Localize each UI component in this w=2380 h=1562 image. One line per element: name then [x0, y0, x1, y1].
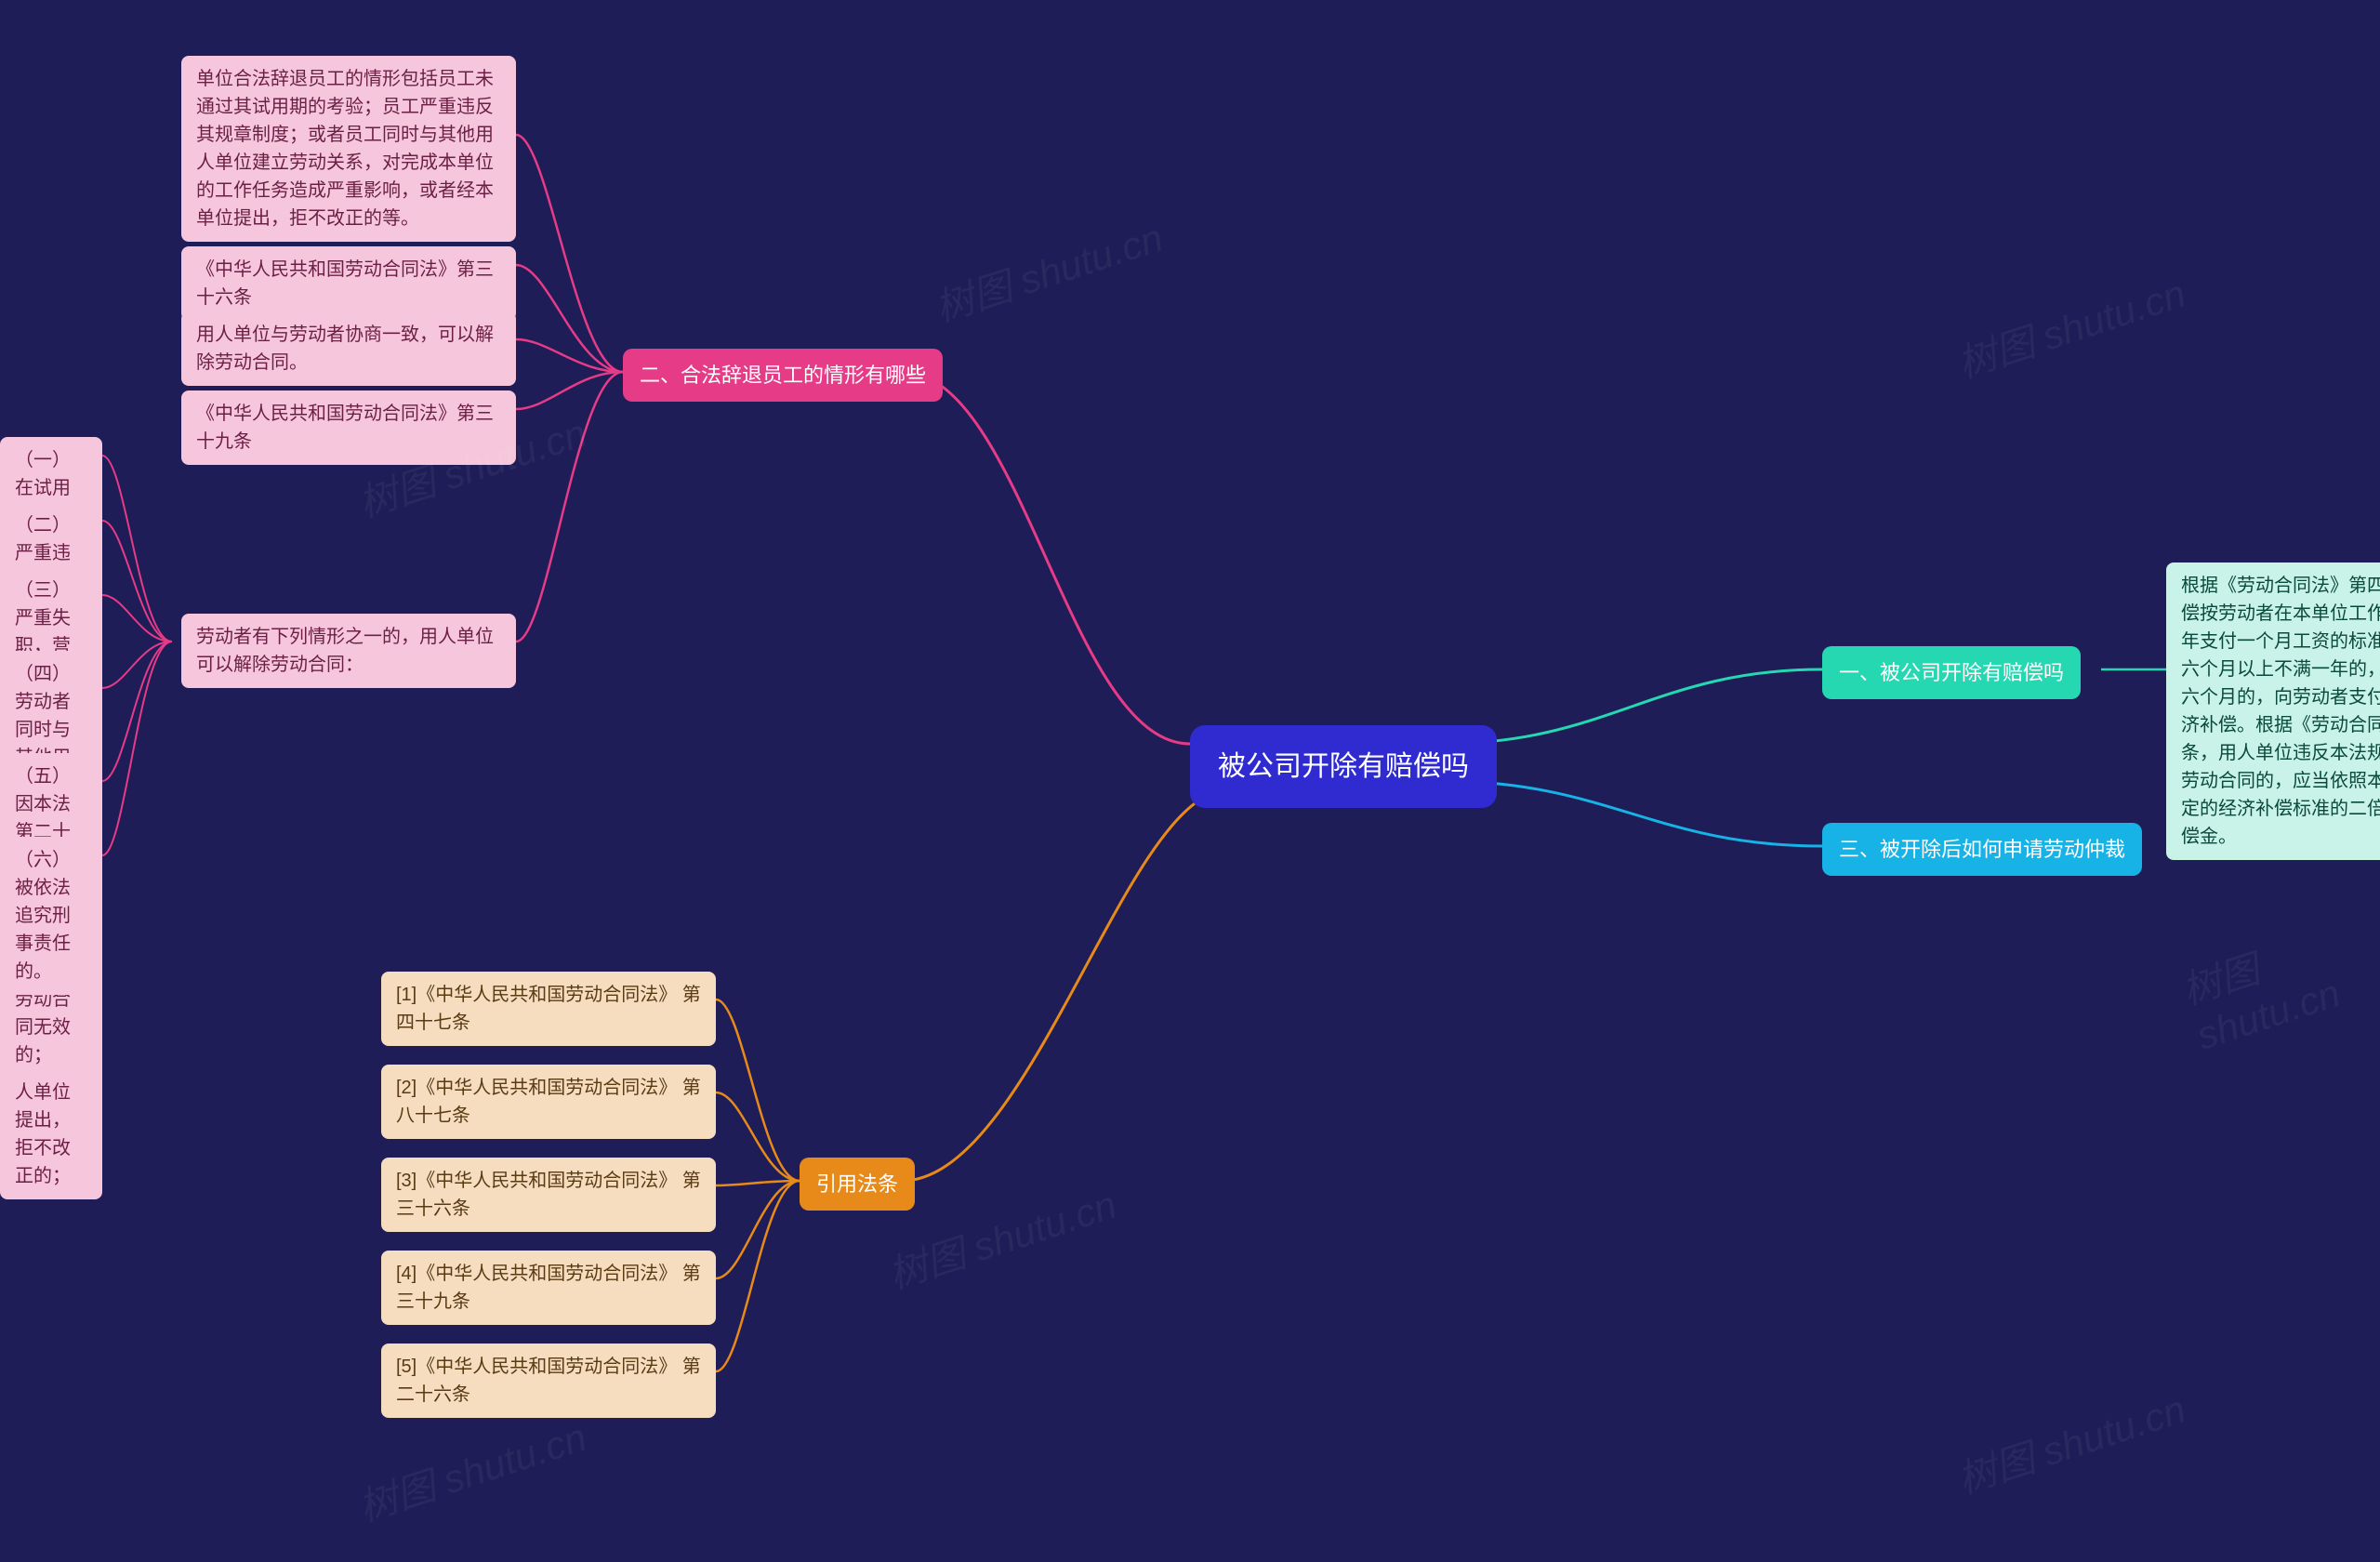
watermark: 树图 shutu.cn	[350, 1406, 593, 1533]
branch-1-leaf: 根据《劳动合同法》第四十七条，经济补偿按劳动者在本单位工作的年限，每满一年支付一…	[2166, 563, 2380, 860]
branch-3[interactable]: 三、被开除后如何申请劳动仲裁	[1822, 823, 2142, 876]
branch-4-child-1: [2]《中华人民共和国劳动合同法》 第八十七条	[381, 1065, 716, 1139]
branch-4[interactable]: 引用法条	[800, 1158, 915, 1211]
branch-4-child-3: [4]《中华人民共和国劳动合同法》 第三十九条	[381, 1251, 716, 1325]
branch-1[interactable]: 一、被公司开除有赔偿吗	[1822, 646, 2081, 699]
watermark: 树图 shutu.cn	[880, 1173, 1123, 1301]
branch-4-child-2: [3]《中华人民共和国劳动合同法》 第三十六条	[381, 1158, 716, 1232]
watermark: 树图 shutu.cn	[1950, 262, 2192, 390]
mindmap-canvas: 被公司开除有赔偿吗 一、被公司开除有赔偿吗 根据《劳动合同法》第四十七条，经济补…	[0, 0, 2380, 1562]
branch-2-child-1: 《中华人民共和国劳动合同法》第三十六条	[181, 246, 516, 321]
watermark: 树图 shutu.cn	[1950, 1378, 2192, 1505]
watermark: 树图 shutu.cn	[927, 206, 1170, 334]
branch-4-child-4: [5]《中华人民共和国劳动合同法》 第二十六条	[381, 1344, 716, 1418]
branch-2-child-2: 用人单位与劳动者协商一致，可以解除劳动合同。	[181, 311, 516, 386]
branch-2-child-4: 劳动者有下列情形之一的，用人单位可以解除劳动合同：	[181, 614, 516, 688]
branch-2-sub-5: （六）被依法追究刑事责任的。	[0, 837, 102, 995]
branch-4-child-0: [1]《中华人民共和国劳动合同法》 第四十七条	[381, 972, 716, 1046]
root-node[interactable]: 被公司开除有赔偿吗	[1190, 725, 1497, 808]
watermark: 树图 shutu.cn	[2174, 902, 2380, 1059]
branch-2-child-3: 《中华人民共和国劳动合同法》第三十九条	[181, 390, 516, 465]
branch-2[interactable]: 二、合法辞退员工的情形有哪些	[623, 349, 943, 402]
branch-2-child-0: 单位合法辞退员工的情形包括员工未通过其试用期的考验；员工严重违反其规章制度；或者…	[181, 56, 516, 242]
